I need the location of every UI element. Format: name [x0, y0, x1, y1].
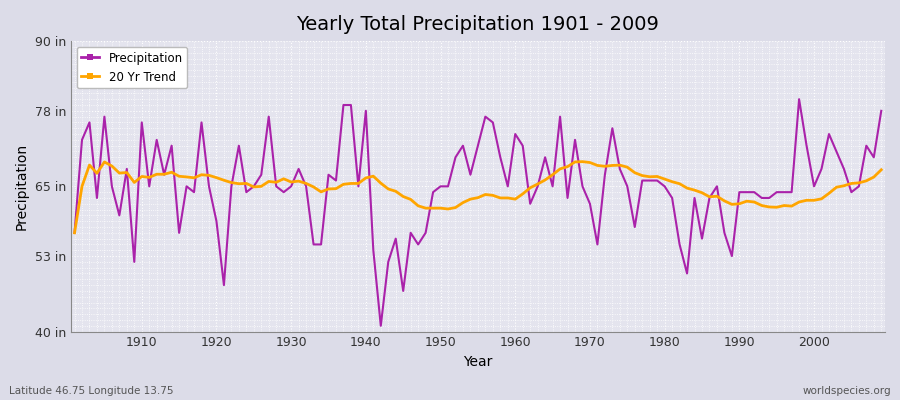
Legend: Precipitation, 20 Yr Trend: Precipitation, 20 Yr Trend	[76, 47, 187, 88]
Y-axis label: Precipitation: Precipitation	[15, 143, 29, 230]
Text: Latitude 46.75 Longitude 13.75: Latitude 46.75 Longitude 13.75	[9, 386, 174, 396]
Text: worldspecies.org: worldspecies.org	[803, 386, 891, 396]
Title: Yearly Total Precipitation 1901 - 2009: Yearly Total Precipitation 1901 - 2009	[296, 15, 660, 34]
X-axis label: Year: Year	[464, 355, 492, 369]
